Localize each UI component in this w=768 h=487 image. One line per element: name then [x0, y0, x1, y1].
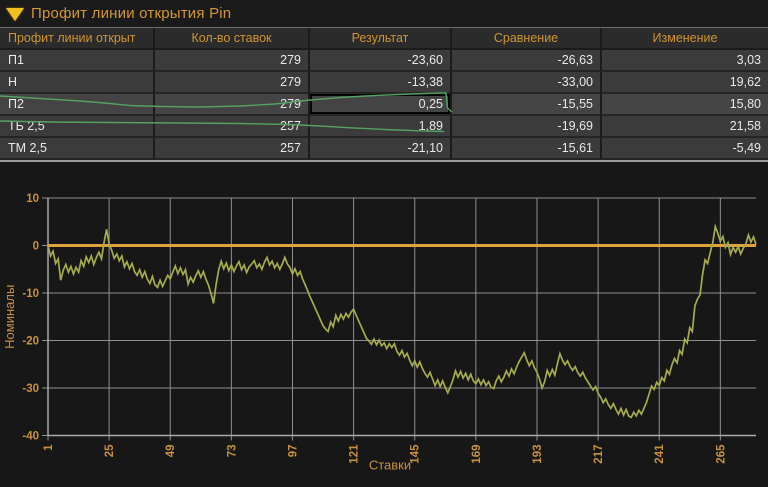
table-header-row: Профит линии открыт Кол-во ставок Результа…	[0, 28, 768, 50]
table-row-Н: Н 279 -13,38 -33,00 19,62	[0, 72, 768, 94]
x-tick-label: 241	[654, 444, 666, 464]
cell-ТМ 2,5-label[interactable]: ТМ 2,5	[0, 138, 155, 160]
cell-ТБ 2,5-change[interactable]: 21,58	[602, 116, 768, 138]
cell-ТМ 2,5-change[interactable]: -5,49	[602, 138, 768, 160]
y-axis-title: Номиналы	[2, 285, 17, 349]
cell-ТБ 2,5-comparison[interactable]: -19,69	[452, 116, 602, 138]
x-tick-label: 1	[43, 444, 55, 451]
profit-chart: 10 0 -10 -20 -30 -40 1 25 49 73 97 121 145 169 193 217 2…	[0, 162, 768, 487]
cell-ТМ 2,5-comparison[interactable]: -15,61	[452, 138, 602, 160]
x-tick-label: 49	[165, 445, 177, 458]
table-row-ТМ 2,5: ТМ 2,5 257 -21,10 -15,61 -5,49	[0, 138, 768, 160]
y-tick-label: 0	[33, 241, 39, 253]
table-row-П1: П1 279 -23,60 -26,63 3,03	[0, 50, 768, 72]
cell-Н-change[interactable]: 19,62	[602, 72, 768, 94]
collapse-triangle-icon[interactable]	[6, 7, 24, 21]
column-header-label[interactable]: Профит линии открыт	[0, 28, 155, 50]
table-body: П1 279 -23,60 -26,63 3,03 Н 279 -13,38 -33,00 19,…	[0, 50, 768, 160]
y-tick-label: -10	[22, 288, 39, 300]
profit-curve	[47, 223, 757, 419]
cell-П1-label[interactable]: П1	[0, 50, 155, 72]
cell-П2-bets[interactable]: 279	[155, 94, 310, 116]
x-axis-title: Ставки	[369, 458, 411, 473]
x-tick-label: 25	[104, 444, 116, 457]
table-row-ТБ 2,5: ТБ 2,5 257 1,89 -19,69 21,58	[0, 116, 768, 138]
cell-Н-comparison[interactable]: -33,00	[452, 72, 602, 94]
cell-П2-comparison[interactable]: -15,55	[452, 94, 602, 116]
table-row-П2: П2 279 0,25 -15,55 15,80	[0, 94, 768, 116]
column-header-change[interactable]: Изменение	[602, 28, 768, 50]
column-header-result[interactable]: Результат	[310, 28, 452, 50]
x-tick-label: 193	[532, 445, 544, 464]
column-header-comparison[interactable]: Сравнение	[452, 28, 602, 50]
cell-П1-change[interactable]: 3,03	[602, 50, 768, 72]
cell-ТБ 2,5-result[interactable]: 1,89	[310, 116, 452, 138]
x-tick-label: 169	[471, 445, 483, 464]
y-tick-label: -20	[22, 336, 39, 348]
y-tick-label: -40	[22, 431, 39, 443]
x-tick-label: 145	[410, 444, 422, 464]
cell-ТМ 2,5-bets[interactable]: 257	[155, 138, 310, 160]
x-tick-label: 217	[593, 445, 605, 464]
cell-Н-bets[interactable]: 279	[155, 72, 310, 94]
x-tick-label: 97	[287, 445, 299, 458]
cell-П2-result[interactable]: 0,25	[310, 94, 452, 116]
cell-П1-result[interactable]: -23,60	[310, 50, 452, 72]
column-header-bets[interactable]: Кол-во ставок	[155, 28, 310, 50]
y-tick-label: 10	[26, 193, 39, 205]
panel-title: Профит линии открытия Pin	[31, 5, 232, 22]
cell-ТМ 2,5-result[interactable]: -21,10	[310, 138, 452, 160]
x-tick-label: 73	[226, 445, 238, 458]
cell-П2-label[interactable]: П2	[0, 94, 155, 116]
profit-chart-canvas: 10 0 -10 -20 -30 -40 1 25 49 73 97 121 145 169 193 217 2…	[2, 193, 757, 473]
profit-table: Профит линии открыт Кол-во ставок Результа…	[0, 27, 768, 162]
cell-П1-comparison[interactable]: -26,63	[452, 50, 602, 72]
cell-П1-bets[interactable]: 279	[155, 50, 310, 72]
cell-ТБ 2,5-bets[interactable]: 257	[155, 116, 310, 138]
y-tick-label: -30	[22, 383, 39, 395]
x-tick-label: 121	[349, 444, 361, 464]
cell-ТБ 2,5-label[interactable]: ТБ 2,5	[0, 116, 155, 138]
cell-Н-result[interactable]: -13,38	[310, 72, 452, 94]
cell-Н-label[interactable]: Н	[0, 72, 155, 94]
panel-titlebar: Профит линии открытия Pin	[0, 0, 768, 27]
x-tick-label: 265	[715, 444, 727, 464]
cell-П2-change[interactable]: 15,80	[602, 94, 768, 116]
